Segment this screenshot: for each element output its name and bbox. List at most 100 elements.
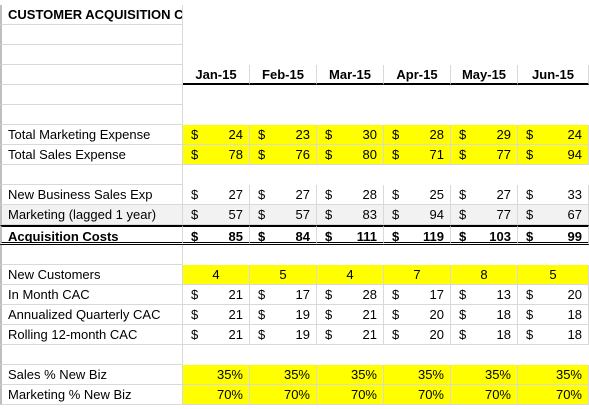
value-cell[interactable]: 70%	[384, 385, 451, 405]
empty-cell[interactable]	[0, 65, 183, 85]
empty-cell[interactable]	[0, 345, 183, 365]
row-label[interactable]: Rolling 12-month CAC	[0, 325, 183, 345]
value-cell[interactable]: 70%	[317, 385, 384, 405]
table-row: New Business Sales Exp $27 $27 $28 $25 $27 $33	[0, 185, 589, 205]
currency-symbol: $	[258, 229, 266, 244]
value-cell[interactable]: $18	[518, 305, 589, 325]
value-cell[interactable]: 8	[451, 265, 518, 285]
value-cell[interactable]: $94	[518, 145, 589, 165]
value-cell[interactable]: $13	[451, 285, 518, 305]
value-cell[interactable]: 35%	[451, 365, 518, 385]
row-label[interactable]: Marketing (lagged 1 year)	[0, 205, 183, 225]
sheet-title[interactable]: CUSTOMER ACQUISITION COSTS ($000)	[0, 5, 183, 25]
month-header[interactable]: Jun-15	[518, 65, 589, 85]
value-cell[interactable]: $57	[183, 205, 250, 225]
value-cell[interactable]: 5	[250, 265, 317, 285]
value-cell[interactable]: $28	[384, 125, 451, 145]
value-cell[interactable]: $24	[183, 125, 250, 145]
value-cell[interactable]: $27	[250, 185, 317, 205]
empty-cell[interactable]	[0, 105, 183, 125]
value-cell[interactable]: $21	[183, 305, 250, 325]
value-cell[interactable]: $85	[183, 225, 250, 245]
value-cell[interactable]: $20	[518, 285, 589, 305]
value-cell[interactable]: $94	[384, 205, 451, 225]
value-cell[interactable]: $57	[250, 205, 317, 225]
cell-value: 76	[295, 147, 310, 162]
value-cell[interactable]: $28	[317, 185, 384, 205]
month-header[interactable]: Feb-15	[250, 65, 317, 85]
value-cell[interactable]: $21	[317, 325, 384, 345]
value-cell[interactable]: $23	[250, 125, 317, 145]
value-cell[interactable]: 5	[518, 265, 589, 285]
value-cell[interactable]: $78	[183, 145, 250, 165]
empty-cell[interactable]	[0, 165, 183, 185]
value-cell[interactable]: 70%	[250, 385, 317, 405]
value-cell[interactable]: $19	[250, 325, 317, 345]
value-cell[interactable]: $119	[384, 225, 451, 245]
value-cell[interactable]: 35%	[250, 365, 317, 385]
value-cell[interactable]: $99	[518, 225, 589, 245]
value-cell[interactable]: $27	[183, 185, 250, 205]
row-label[interactable]: In Month CAC	[0, 285, 183, 305]
value-cell[interactable]: 70%	[183, 385, 250, 405]
value-cell[interactable]: $29	[451, 125, 518, 145]
empty-cell[interactable]	[0, 45, 183, 65]
month-header[interactable]: Mar-15	[317, 65, 384, 85]
value-cell[interactable]: $17	[384, 285, 451, 305]
value-cell[interactable]: $27	[451, 185, 518, 205]
value-cell[interactable]: 35%	[317, 365, 384, 385]
row-label[interactable]: Marketing % New Biz	[0, 385, 183, 405]
value-cell[interactable]: $19	[250, 305, 317, 325]
value-cell[interactable]: $33	[518, 185, 589, 205]
row-label[interactable]: Acquisition Costs	[0, 225, 183, 245]
value-cell[interactable]: $18	[451, 305, 518, 325]
value-cell[interactable]: $30	[317, 125, 384, 145]
value-cell[interactable]: $83	[317, 205, 384, 225]
empty-cell[interactable]	[0, 245, 183, 265]
row-label[interactable]: Total Sales Expense	[0, 145, 183, 165]
row-label[interactable]: Total Marketing Expense	[0, 125, 183, 145]
value-cell[interactable]: 7	[384, 265, 451, 285]
value-cell[interactable]: 4	[317, 265, 384, 285]
value-cell[interactable]: $17	[250, 285, 317, 305]
value-cell[interactable]: $77	[451, 145, 518, 165]
value-cell[interactable]: $21	[317, 305, 384, 325]
value-cell[interactable]: $77	[451, 205, 518, 225]
empty-cell[interactable]	[0, 85, 183, 105]
value-cell[interactable]: $80	[317, 145, 384, 165]
value-cell[interactable]: $18	[518, 325, 589, 345]
row-label[interactable]: Annualized Quarterly CAC	[0, 305, 183, 325]
value-cell[interactable]: 70%	[518, 385, 589, 405]
value-cell[interactable]: $84	[250, 225, 317, 245]
cell-value: 35%	[484, 367, 511, 382]
value-cell[interactable]: 70%	[451, 385, 518, 405]
value-cell[interactable]: $28	[317, 285, 384, 305]
value-cell[interactable]: 35%	[384, 365, 451, 385]
value-cell[interactable]: $20	[384, 305, 451, 325]
value-cell[interactable]: $25	[384, 185, 451, 205]
value-cell[interactable]: $67	[518, 205, 589, 225]
value-cell[interactable]: 35%	[518, 365, 589, 385]
month-header[interactable]: Jan-15	[183, 65, 250, 85]
value-cell[interactable]: $111	[317, 225, 384, 245]
empty-row	[0, 345, 589, 365]
empty-cell[interactable]	[0, 25, 183, 45]
month-header[interactable]: Apr-15	[384, 65, 451, 85]
row-label[interactable]: Sales % New Biz	[0, 365, 183, 385]
row-label[interactable]: New Customers	[0, 265, 183, 285]
month-header[interactable]: May-15	[451, 65, 518, 85]
value-cell[interactable]: 35%	[183, 365, 250, 385]
value-cell[interactable]: $21	[183, 325, 250, 345]
value-cell[interactable]: 4	[183, 265, 250, 285]
value-cell[interactable]: $76	[250, 145, 317, 165]
currency-symbol: $	[191, 307, 199, 322]
row-label[interactable]: New Business Sales Exp	[0, 185, 183, 205]
value-cell[interactable]: $21	[183, 285, 250, 305]
value-cell[interactable]: $20	[384, 325, 451, 345]
value-cell[interactable]: $103	[451, 225, 518, 245]
value-cell[interactable]: $71	[384, 145, 451, 165]
value-cell[interactable]: $18	[451, 325, 518, 345]
empty-row	[0, 245, 589, 265]
value-cell[interactable]: $24	[518, 125, 589, 145]
